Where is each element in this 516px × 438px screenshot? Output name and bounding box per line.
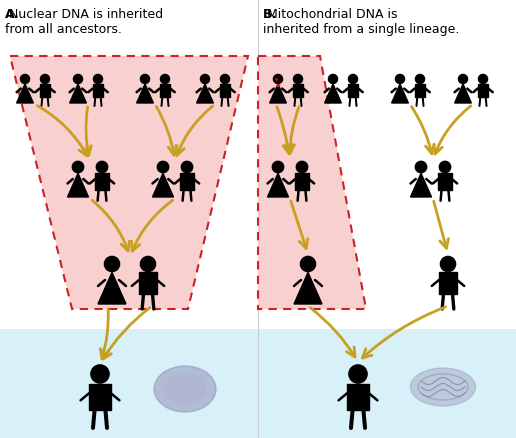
Circle shape: [348, 75, 358, 85]
Bar: [180, 174, 194, 190]
Ellipse shape: [411, 368, 476, 406]
Circle shape: [458, 75, 467, 85]
Circle shape: [157, 162, 169, 173]
Bar: [95, 174, 109, 190]
Circle shape: [104, 257, 120, 272]
Polygon shape: [258, 57, 366, 309]
Polygon shape: [269, 85, 286, 104]
Circle shape: [415, 75, 425, 85]
Polygon shape: [153, 174, 173, 198]
Circle shape: [220, 75, 230, 85]
Bar: [348, 85, 359, 98]
Bar: [414, 85, 425, 98]
Polygon shape: [70, 85, 86, 104]
Polygon shape: [137, 85, 153, 104]
Bar: [0, 329, 258, 438]
Polygon shape: [392, 85, 408, 104]
Bar: [139, 273, 157, 294]
Circle shape: [140, 257, 156, 272]
Bar: [159, 85, 170, 98]
Circle shape: [349, 365, 367, 383]
Polygon shape: [455, 85, 472, 104]
Polygon shape: [17, 85, 34, 104]
Circle shape: [272, 162, 284, 173]
Circle shape: [439, 162, 450, 173]
Ellipse shape: [154, 366, 216, 412]
Bar: [89, 384, 111, 410]
Circle shape: [329, 75, 337, 85]
Circle shape: [294, 75, 302, 85]
Polygon shape: [68, 174, 89, 198]
Text: Mitochondrial DNA is
inherited from a single lineage.: Mitochondrial DNA is inherited from a si…: [263, 8, 459, 36]
Circle shape: [440, 257, 456, 272]
Circle shape: [395, 75, 405, 85]
Text: B.: B.: [263, 8, 277, 21]
Bar: [295, 174, 309, 190]
Circle shape: [273, 75, 283, 85]
Circle shape: [40, 75, 50, 85]
Circle shape: [96, 162, 108, 173]
Text: Nuclear DNA is inherited
from all ancestors.: Nuclear DNA is inherited from all ancest…: [5, 8, 163, 36]
Circle shape: [300, 257, 316, 272]
Circle shape: [140, 75, 150, 85]
Bar: [438, 174, 452, 190]
Bar: [347, 384, 369, 410]
Circle shape: [160, 75, 170, 85]
Circle shape: [296, 162, 308, 173]
Polygon shape: [267, 174, 288, 198]
Text: A.: A.: [5, 8, 20, 21]
Polygon shape: [294, 273, 322, 304]
Bar: [439, 273, 457, 294]
Bar: [220, 85, 231, 98]
Circle shape: [73, 75, 83, 85]
Ellipse shape: [165, 375, 205, 403]
Circle shape: [91, 365, 109, 383]
Bar: [478, 85, 489, 98]
Circle shape: [21, 75, 29, 85]
Circle shape: [200, 75, 209, 85]
Polygon shape: [325, 85, 342, 104]
Polygon shape: [197, 85, 214, 104]
Polygon shape: [98, 273, 126, 304]
Bar: [258, 329, 516, 438]
Bar: [293, 85, 303, 98]
Circle shape: [415, 162, 427, 173]
Circle shape: [72, 162, 84, 173]
Polygon shape: [411, 174, 431, 198]
Polygon shape: [10, 57, 248, 309]
Circle shape: [478, 75, 488, 85]
Circle shape: [93, 75, 103, 85]
Bar: [40, 85, 51, 98]
Circle shape: [181, 162, 192, 173]
Bar: [92, 85, 103, 98]
